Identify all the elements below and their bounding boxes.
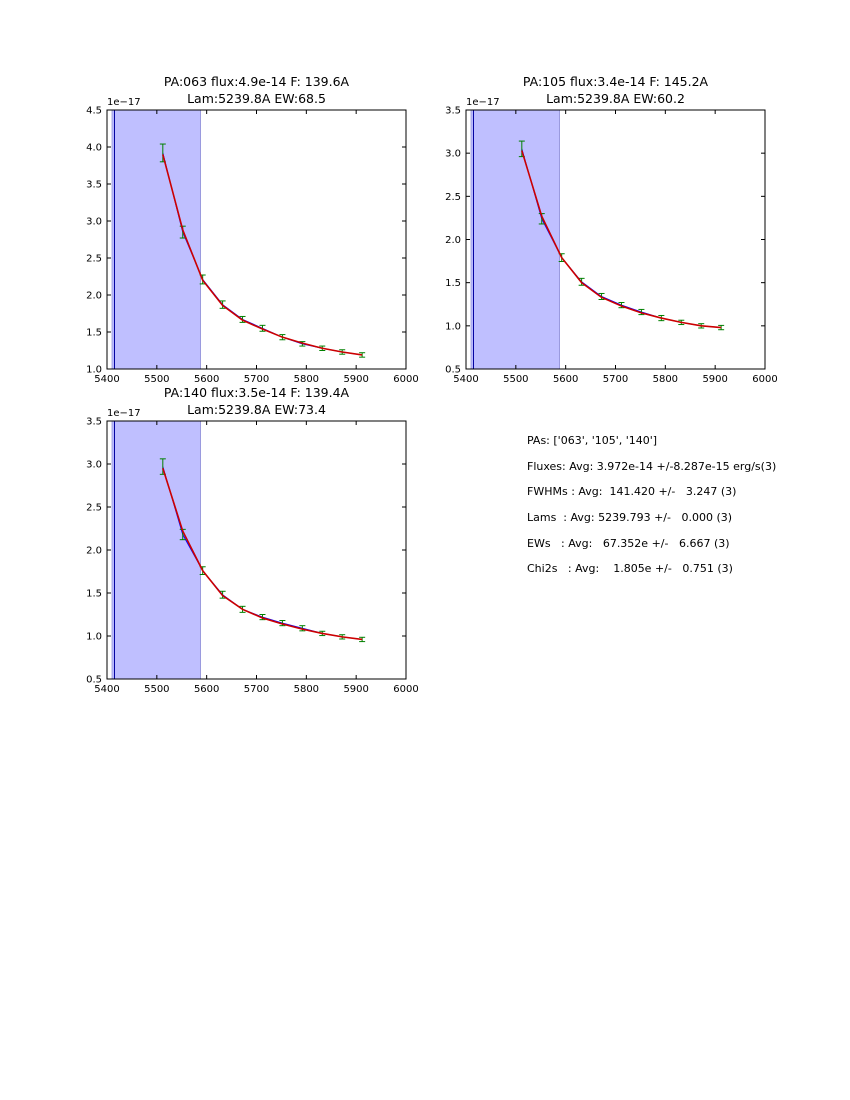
y-tick-label: 3.0: [445, 149, 461, 160]
x-tick-label: 5400: [453, 374, 478, 385]
chart-title-line1: PA:105 flux:3.4e-14 F: 145.2A: [523, 74, 709, 89]
subplots-group: 5400 5500 5600 5700 5800 5900 6000 1.0 1.5 2.0 2.5…: [86, 74, 778, 695]
error-bar: [638, 308, 645, 316]
x-tick-label: 5500: [503, 374, 528, 385]
y-tick-label: 1.0: [86, 632, 102, 643]
shaded-region: [470, 109, 560, 370]
model-fit-line: [521, 150, 722, 329]
summary-ews: EWs : Avg: 67.352e +/- 6.667 (3): [527, 536, 730, 550]
y-tick-label: 1.5: [86, 328, 102, 339]
y-tick-label: 0.5: [86, 675, 102, 686]
y-multiplier-label: 1e−17: [466, 97, 500, 108]
chart-title-line1: PA:140 flux:3.5e-14 F: 139.4A: [164, 385, 350, 400]
y-tick-label: 3.5: [86, 417, 102, 428]
error-bar: [279, 620, 286, 627]
x-tick-label: 5900: [343, 374, 368, 385]
y-tick-label: 4.0: [86, 143, 102, 154]
subplot-3: 5400 5500 5600 5700 5800 5900 6000 0.5 1.0 1.5 2.0…: [86, 385, 419, 695]
x-tick-label: 5400: [94, 684, 119, 695]
y-tick-label: 1.5: [445, 278, 461, 289]
chart-title-line2: Lam:5239.8A EW:60.2: [546, 91, 685, 106]
subplot-2: 5400 5500 5600 5700 5800 5900 6000 0.5 1.0 1.5 2.0…: [445, 74, 778, 385]
x-tick-label: 5600: [553, 374, 578, 385]
error-bar: [299, 625, 306, 632]
y-multiplier-label: 1e−17: [107, 408, 141, 419]
y-tick-label: 3.0: [86, 217, 102, 228]
summary-fluxes: Fluxes: Avg: 3.972e-14 +/-8.287e-15 erg/…: [527, 459, 777, 473]
y-tick-label: 2.5: [86, 254, 102, 265]
summary-fwhms: FWHMs : Avg: 141.420 +/- 3.247 (3): [527, 485, 737, 499]
y-tick-label: 3.5: [445, 106, 461, 117]
x-tick-label: 5700: [603, 374, 628, 385]
x-tick-label: 5600: [194, 374, 219, 385]
y-tick-label: 2.5: [445, 192, 461, 203]
subplot-1: 5400 5500 5600 5700 5800 5900 6000 1.0 1.5 2.0 2.5…: [86, 74, 419, 385]
y-tick-label: 1.5: [86, 589, 102, 600]
y-tick-label: 0.5: [445, 365, 461, 376]
x-tick-label: 5600: [194, 684, 219, 695]
x-tick-label: 6000: [752, 374, 777, 385]
chart-title-line2: Lam:5239.8A EW:68.5: [187, 91, 326, 106]
x-tick-label: 5900: [702, 374, 727, 385]
summary-panel: PAs: ['063', '105', '140'] Fluxes: Avg: …: [527, 434, 776, 588]
y-tick-label: 2.5: [86, 503, 102, 514]
x-tick-label: 5700: [244, 684, 269, 695]
summary-pas: PAs: ['063', '105', '140']: [527, 434, 658, 447]
y-multiplier-label: 1e−17: [107, 97, 141, 108]
summary-chi2s: Chi2s : Avg: 1.805e +/- 0.751 (3): [527, 562, 733, 576]
y-tick-label: 1.0: [445, 321, 461, 332]
y-tick-label: 2.0: [86, 291, 102, 302]
x-tick-label: 5900: [343, 684, 368, 695]
y-tick-label: 1.0: [86, 365, 102, 376]
summary-lams: Lams : Avg: 5239.793 +/- 0.000 (3): [527, 511, 733, 525]
model-fit-line: [162, 154, 363, 356]
shaded-region: [111, 420, 201, 680]
chart-title-line2: Lam:5239.8A EW:73.4: [187, 402, 326, 417]
y-tick-label: 4.5: [86, 106, 102, 117]
y-tick-label: 2.0: [445, 235, 461, 246]
x-tick-label: 5500: [144, 374, 169, 385]
x-tick-label: 6000: [393, 684, 418, 695]
y-tick-label: 3.0: [86, 460, 102, 471]
x-tick-label: 5700: [244, 374, 269, 385]
model-fit-line: [162, 468, 363, 641]
x-tick-label: 5800: [294, 374, 319, 385]
y-tick-label: 3.5: [86, 180, 102, 191]
x-tick-label: 5500: [144, 684, 169, 695]
x-tick-label: 5800: [653, 374, 678, 385]
x-tick-label: 5400: [94, 374, 119, 385]
x-tick-label: 6000: [393, 374, 418, 385]
x-tick-label: 5800: [294, 684, 319, 695]
y-tick-label: 2.0: [86, 546, 102, 557]
chart-title-line1: PA:063 flux:4.9e-14 F: 139.6A: [164, 74, 350, 89]
